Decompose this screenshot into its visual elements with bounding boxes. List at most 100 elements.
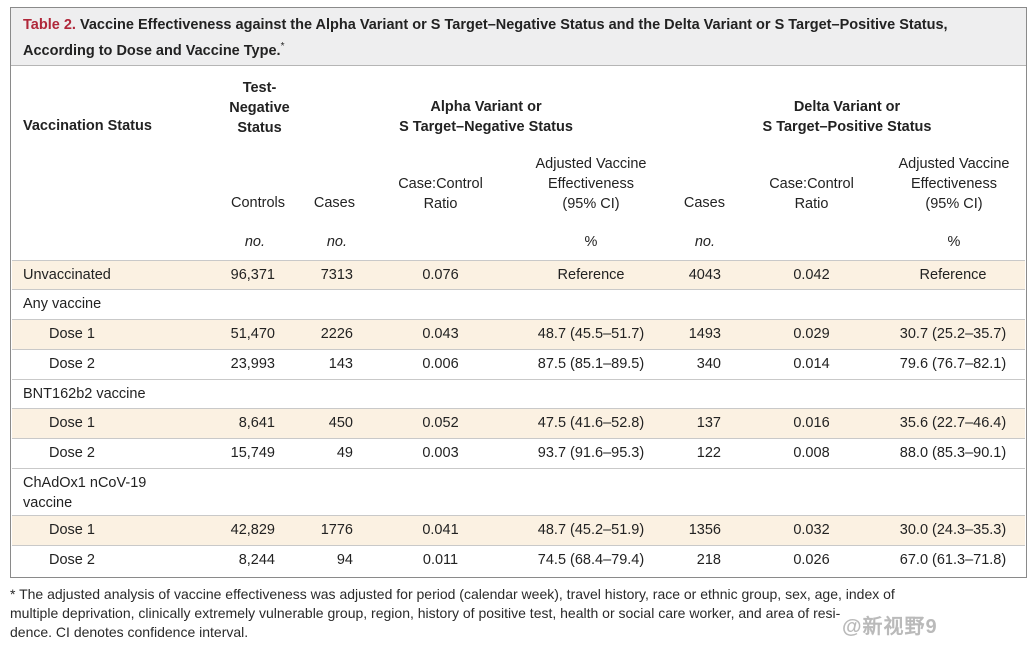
cell-d-cases: 218 [696, 552, 721, 568]
header-delta-ratio: Case:Control Ratio [744, 174, 879, 214]
cell-controls: 8,244 [238, 552, 275, 568]
unit-delta-cases: no. [694, 234, 715, 250]
header-alpha-line1: Alpha Variant or [430, 99, 542, 115]
cell-a-ratio: 0.006 [422, 356, 459, 372]
cell-a-cases: 94 [336, 552, 353, 568]
header-delta-group: Delta Variant or S Target–Positive Statu… [737, 97, 957, 137]
unit-cases: no. [326, 234, 347, 250]
row-label: Unvaccinated [23, 267, 111, 283]
cell-d-ratio: 0.029 [793, 326, 830, 342]
header-test-negative-line1: Test- [242, 80, 277, 96]
cell-controls: 15,749 [230, 445, 275, 461]
cell-d-ve: 30.0 (24.3–35.3) [899, 522, 1007, 538]
unit-controls: no. [244, 234, 265, 250]
header-delta-line1: Delta Variant or [793, 99, 901, 115]
header-alpha-ratio-line1: Case:Control [398, 176, 483, 192]
unit-alpha-ve: % [584, 234, 598, 250]
footnote-line3: dence. CI denotes confidence interval. [10, 624, 249, 640]
header-delta-ve: Adjusted Vaccine Effectiveness (95% CI) [879, 154, 1029, 214]
cell-d-ve: 30.7 (25.2–35.7) [899, 326, 1007, 342]
cell-d-cases: 1493 [688, 326, 721, 342]
row-label: BNT162b2 vaccine [23, 386, 146, 402]
row-label: Dose 2 [49, 356, 95, 372]
header-cases: Cases [313, 195, 355, 211]
cell-d-ve: 79.6 (76.7–82.1) [899, 356, 1007, 372]
cell-a-ratio: 0.043 [422, 326, 459, 342]
footnote-line2: multiple deprivation, clinically extreme… [10, 605, 841, 621]
cell-d-ratio: 0.032 [793, 522, 830, 538]
cell-d-ve: Reference [919, 267, 987, 283]
header-alpha-ve-line3: (95% CI) [562, 196, 620, 212]
footnote-marker: * [280, 41, 285, 52]
row-label: ChAdOx1 nCoV-19 [23, 475, 147, 491]
row-divider [12, 408, 1025, 409]
row-divider [12, 468, 1025, 469]
cell-d-ratio: 0.042 [793, 267, 830, 283]
row-label: Dose 2 [49, 445, 95, 461]
watermark: @新视野9 [842, 616, 938, 638]
footnote-line1: * The adjusted analysis of vaccine effec… [10, 586, 895, 602]
cell-a-ve: 48.7 (45.2–51.9) [537, 522, 645, 538]
cell-a-cases: 450 [328, 415, 353, 431]
row-label: Dose 1 [49, 326, 95, 342]
header-delta-ve-line2: Effectiveness [911, 176, 997, 192]
footnote: * The adjusted analysis of vaccine effec… [10, 585, 1025, 642]
cell-a-ve: Reference [557, 267, 625, 283]
cell-controls: 96,371 [230, 267, 275, 283]
cell-d-cases: 122 [696, 445, 721, 461]
row-band [12, 515, 1025, 545]
cell-controls: 51,470 [230, 326, 275, 342]
cell-a-cases: 7313 [320, 267, 353, 283]
row-label: Any vaccine [23, 296, 102, 312]
header-alpha-ve-line2: Effectiveness [548, 176, 634, 192]
row-label: Dose 2 [49, 552, 95, 568]
cell-a-ratio: 0.003 [422, 445, 459, 461]
header-alpha-ratio-line2: Ratio [423, 196, 458, 212]
cell-d-ratio: 0.026 [793, 552, 830, 568]
cell-a-ve: 87.5 (85.1–89.5) [537, 356, 645, 372]
cell-d-ratio: 0.014 [793, 356, 830, 372]
row-label: Dose 1 [49, 415, 95, 431]
header-test-negative-status: Test- Negative Status [207, 78, 312, 138]
header-delta-ve-line1: Adjusted Vaccine [898, 156, 1010, 172]
cell-d-cases: 137 [696, 415, 721, 431]
row-divider [12, 319, 1025, 320]
cell-controls: 42,829 [230, 522, 275, 538]
cell-a-cases: 1776 [320, 522, 353, 538]
header-alpha-ratio: Case:Control Ratio [373, 174, 508, 214]
cell-a-ratio: 0.076 [422, 267, 459, 283]
cell-d-ratio: 0.016 [793, 415, 830, 431]
header-delta-line2: S Target–Positive Status [762, 119, 932, 135]
cell-a-ratio: 0.011 [422, 552, 459, 568]
cell-d-ve: 67.0 (61.3–71.8) [899, 552, 1007, 568]
cell-controls: 8,641 [238, 415, 275, 431]
row-divider [12, 349, 1025, 350]
table-title: Table 2. Vaccine Effectiveness against t… [11, 8, 1026, 66]
unit-delta-ve: % [947, 234, 961, 250]
row-divider [12, 260, 1025, 261]
cell-a-cases: 143 [328, 356, 353, 372]
row-divider [12, 545, 1025, 546]
header-controls: Controls [231, 195, 285, 211]
header-delta-ratio-line1: Case:Control [769, 176, 854, 192]
cell-a-ve: 48.7 (45.5–51.7) [537, 326, 645, 342]
row-band [12, 408, 1025, 438]
cell-a-ve: 74.5 (68.4–79.4) [537, 552, 645, 568]
table-number: Table 2. [23, 17, 76, 33]
cell-d-ve: 35.6 (22.7–46.4) [899, 415, 1007, 431]
cell-d-cases: 340 [696, 356, 721, 372]
row-band [12, 319, 1025, 349]
cell-a-cases: 2226 [320, 326, 353, 342]
header-alpha-ve: Adjusted Vaccine Effectiveness (95% CI) [516, 154, 666, 214]
header-alpha-line2: S Target–Negative Status [399, 119, 573, 135]
row-divider [12, 379, 1025, 380]
header-test-negative-line3: Status [237, 120, 282, 136]
header-alpha-ve-line1: Adjusted Vaccine [535, 156, 647, 172]
cell-d-cases: 4043 [688, 267, 721, 283]
header-alpha-group: Alpha Variant or S Target–Negative Statu… [376, 97, 596, 137]
cell-a-ratio: 0.041 [422, 522, 459, 538]
cell-d-ratio: 0.008 [793, 445, 830, 461]
table-title-line2: According to Dose and Vaccine Type. [23, 42, 281, 59]
row-label: Dose 1 [49, 522, 95, 538]
cell-d-ve: 88.0 (85.3–90.1) [899, 445, 1007, 461]
